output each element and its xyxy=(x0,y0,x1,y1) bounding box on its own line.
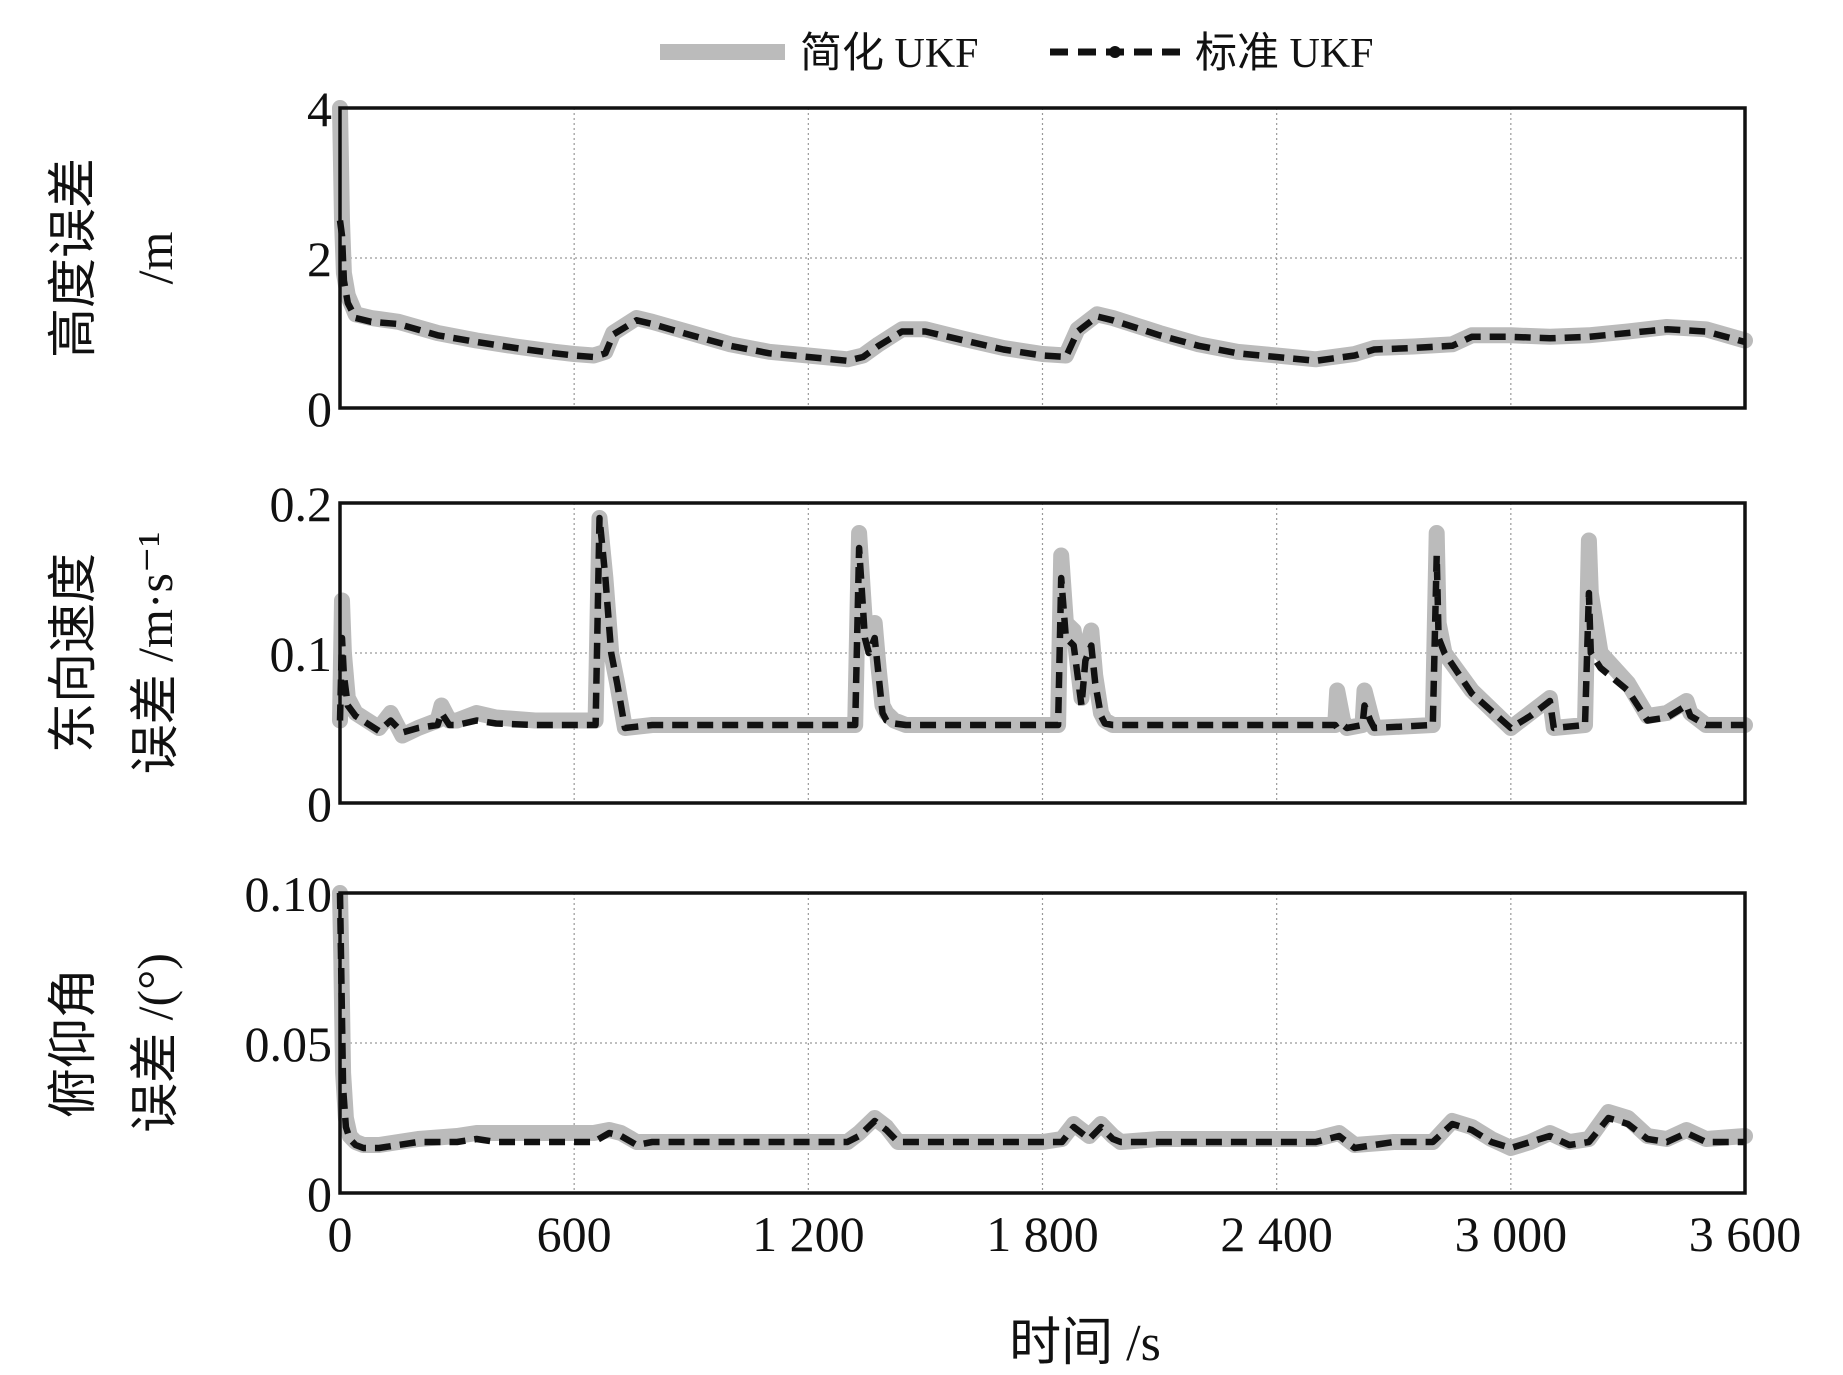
y-tick-label: 0 xyxy=(307,381,332,437)
y-axis-label: 高度误差 xyxy=(45,158,101,358)
series-line-simplified xyxy=(332,510,1753,744)
y-axis-label: /m xyxy=(127,232,183,285)
y-tick-label: 4 xyxy=(307,81,332,137)
series-line-standard xyxy=(336,514,1745,736)
x-tick-label: 1 800 xyxy=(986,1206,1099,1262)
y-axis-label: 东向速度 xyxy=(45,553,101,753)
legend-label-standard: 标准 UKF xyxy=(1195,31,1374,77)
series-line-standard xyxy=(336,220,1746,365)
legend-marker-standard xyxy=(1109,46,1121,58)
y-tick-label: 0 xyxy=(307,776,332,832)
series-line-standard xyxy=(336,892,1745,1152)
legend: 简化 UKF 标准 UKF xyxy=(660,31,1374,77)
plot-frame xyxy=(338,106,1747,410)
x-tick-label: 3 600 xyxy=(1689,1206,1802,1262)
subplot-3: 0 0.05 0.10 俯仰角 误差 /(°) 0 600 1 200 1 800 2 400 3 … xyxy=(45,866,1801,1262)
y-axis-label: 误差 /(°) xyxy=(127,953,183,1133)
y-axis-label: 俯仰角 xyxy=(45,968,101,1118)
x-tick-label: 0 xyxy=(328,1206,353,1262)
x-tick-label: 3 000 xyxy=(1455,1206,1568,1262)
subplot-2: 0 0.1 0.2 东向速度 误差 /m·s⁻¹ xyxy=(45,476,1753,832)
x-tick-label: 600 xyxy=(537,1206,612,1262)
y-tick-label: 2 xyxy=(307,231,332,287)
y-tick-label: 0.10 xyxy=(245,866,333,922)
y-axis-label: 误差 /m·s⁻¹ xyxy=(127,532,183,775)
y-tick-label: 0.1 xyxy=(270,626,333,682)
legend-label-simplified: 简化 UKF xyxy=(800,31,979,77)
y-tick-label: 0.05 xyxy=(245,1016,333,1072)
x-tick-label: 2 400 xyxy=(1220,1206,1333,1262)
subplots: 0 2 4 高度误差/m 0 0.1 0.2 东向速度 误差 /m·s⁻¹ 0 0.05 0.10 俯仰… xyxy=(45,81,1801,1262)
x-tick-label: 1 200 xyxy=(752,1206,865,1262)
y-tick-label: 0.2 xyxy=(270,476,333,532)
x-axis-label: 时间 /s xyxy=(1009,1315,1161,1370)
subplot-1: 0 2 4 高度误差/m xyxy=(45,81,1753,437)
plot-frame xyxy=(338,501,1747,805)
plot-frame xyxy=(338,891,1747,1195)
y-tick-label: 0 xyxy=(307,1166,332,1222)
